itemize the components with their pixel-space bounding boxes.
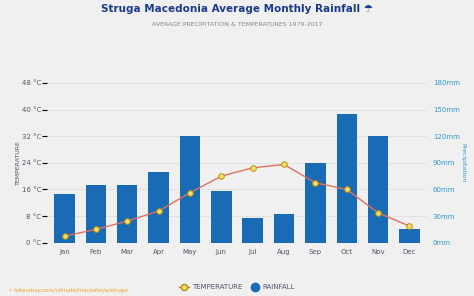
Bar <box>117 185 137 243</box>
Bar <box>337 114 357 243</box>
Bar <box>55 194 75 243</box>
Bar <box>368 136 388 243</box>
Bar <box>148 172 169 243</box>
Bar <box>211 191 231 243</box>
Bar <box>305 163 326 243</box>
Legend: TEMPERATURE, RAINFALL: TEMPERATURE, RAINFALL <box>176 281 298 293</box>
Text: Struga Macedonia Average Monthly Rainfall ☂: Struga Macedonia Average Monthly Rainfal… <box>101 4 373 15</box>
Bar <box>180 136 200 243</box>
Bar <box>86 185 106 243</box>
Bar <box>274 214 294 243</box>
Y-axis label: TEMPERATURE: TEMPERATURE <box>17 140 21 185</box>
Bar <box>243 218 263 243</box>
Y-axis label: Precipitation: Precipitation <box>460 143 465 183</box>
Text: • hikersbay.com/climate/macedonia/struga: • hikersbay.com/climate/macedonia/struga <box>9 288 128 293</box>
Bar <box>399 229 419 243</box>
Text: AVERAGE PRECIPITATION & TEMPERATURES 1979-2017: AVERAGE PRECIPITATION & TEMPERATURES 197… <box>152 22 322 27</box>
